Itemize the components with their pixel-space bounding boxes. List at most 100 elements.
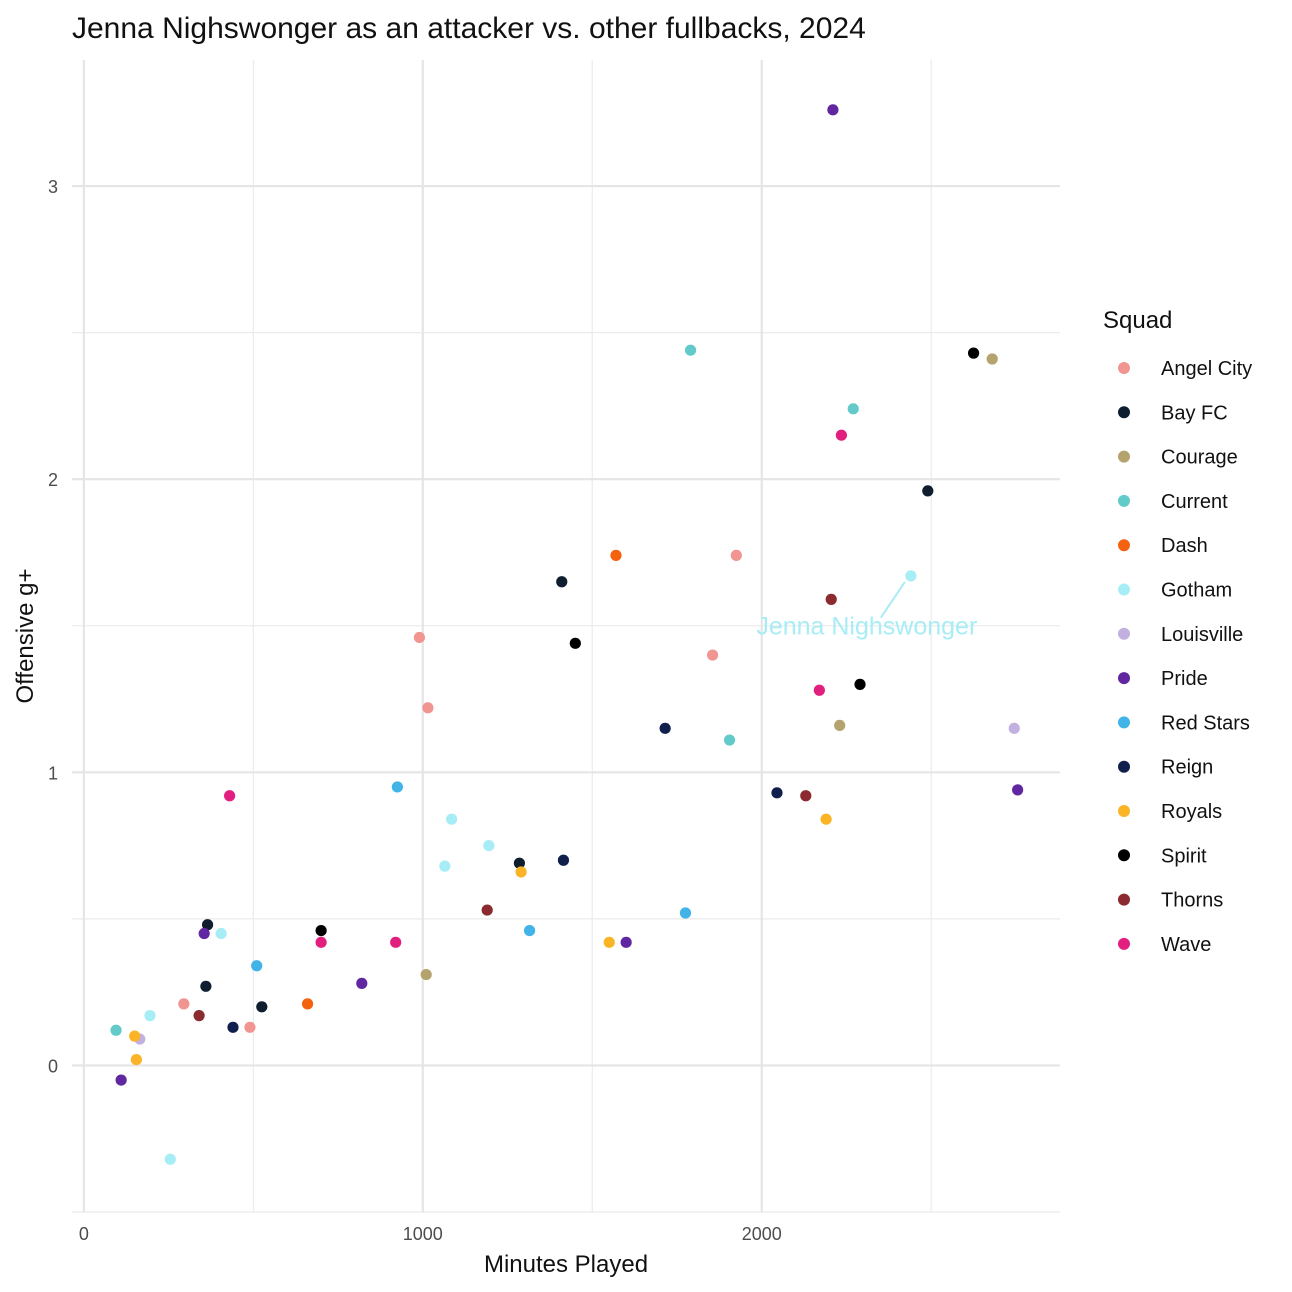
- data-point: [413, 631, 426, 644]
- data-point: [723, 734, 736, 746]
- legend-label: Wave: [1161, 934, 1211, 956]
- data-point: [834, 719, 846, 732]
- data-point: [446, 813, 458, 825]
- legend-key: [1118, 760, 1130, 773]
- legend-key: [1118, 627, 1130, 640]
- legend-label: Pride: [1161, 668, 1208, 690]
- x-axis-ticks: 0 1000 2000: [79, 1224, 782, 1244]
- data-point: [256, 1001, 268, 1013]
- data-point: [684, 344, 697, 356]
- data-point: [556, 576, 568, 588]
- y-tick-label: 1: [48, 763, 58, 783]
- legend-label: Royals: [1161, 801, 1222, 823]
- annotations: Jenna Nighswonger: [756, 581, 977, 641]
- data-point: [164, 1153, 176, 1165]
- legend-label: Spirit: [1161, 845, 1207, 867]
- legend: Squad Angel City Bay FC Courage Current Dash…: [1103, 307, 1252, 956]
- data-point: [813, 684, 825, 696]
- data-point: [569, 637, 581, 649]
- data-point: [659, 722, 671, 734]
- data-point: [967, 347, 980, 359]
- data-point: [706, 649, 719, 661]
- data-point: [730, 549, 742, 561]
- legend-label: Red Stars: [1161, 712, 1250, 734]
- data-point: [515, 866, 527, 878]
- data-point: [115, 1074, 127, 1086]
- y-axis-ticks: 0 1 2 3: [48, 177, 58, 1076]
- data-point: [827, 104, 839, 116]
- legend-key: [1118, 672, 1130, 685]
- data-point: [200, 980, 212, 992]
- data-point: [825, 593, 837, 605]
- data-point: [1008, 722, 1020, 734]
- data-point: [854, 678, 866, 690]
- data-point: [315, 924, 327, 937]
- y-axis-title: Offensive g+: [12, 569, 39, 704]
- data-point: [620, 936, 632, 948]
- legend-title: Squad: [1103, 307, 1172, 334]
- grid-minor: [72, 60, 1060, 1213]
- data-point: [800, 790, 812, 802]
- data-point: [422, 702, 434, 714]
- legend-key: [1118, 450, 1130, 463]
- data-point: [215, 927, 227, 940]
- legend-items: Angel City Bay FC Courage Current Dash Gotham…: [1118, 358, 1252, 956]
- data-point: [523, 924, 536, 937]
- data-point: [557, 854, 570, 866]
- legend-label: Courage: [1161, 447, 1238, 469]
- legend-key: [1118, 893, 1130, 906]
- y-tick-label: 0: [48, 1056, 58, 1076]
- legend-label: Louisville: [1161, 624, 1243, 646]
- y-tick-label: 2: [48, 470, 58, 490]
- legend-key: [1118, 937, 1130, 950]
- legend-key: [1118, 583, 1130, 596]
- data-point: [227, 1021, 239, 1033]
- data-point: [130, 1053, 142, 1066]
- data-point: [986, 353, 998, 365]
- data-point: [483, 839, 495, 852]
- data-point: [439, 860, 451, 872]
- legend-label: Dash: [1161, 535, 1208, 557]
- legend-label: Bay FC: [1161, 402, 1228, 424]
- annotation-label: Jenna Nighswonger: [756, 613, 977, 641]
- y-tick-label: 3: [48, 177, 58, 197]
- legend-key: [1118, 849, 1130, 862]
- data-point: [110, 1024, 122, 1036]
- data-point: [905, 570, 917, 582]
- annotation-leader-line: [879, 581, 906, 619]
- data-point: [301, 998, 314, 1010]
- data-point: [391, 781, 403, 793]
- legend-key: [1118, 539, 1130, 552]
- data-point: [201, 919, 214, 931]
- data-point: [390, 936, 402, 948]
- data-point: [835, 429, 847, 441]
- data-point: [820, 813, 832, 825]
- chart-title: Jenna Nighswonger as an attacker vs. oth…: [72, 12, 866, 45]
- x-tick-label: 2000: [742, 1224, 782, 1244]
- data-point: [224, 790, 236, 802]
- x-tick-label: 0: [79, 1224, 89, 1244]
- data-point: [129, 1030, 141, 1042]
- data-point: [481, 904, 493, 916]
- data-point: [356, 977, 368, 989]
- data-point: [922, 485, 934, 497]
- legend-label: Thorns: [1161, 890, 1223, 912]
- data-point: [251, 960, 263, 972]
- data-point: [610, 549, 622, 561]
- legend-key: [1118, 406, 1130, 419]
- data-point: [513, 857, 525, 869]
- data-point: [1012, 784, 1024, 796]
- legend-key: [1118, 362, 1130, 374]
- legend-key: [1118, 716, 1130, 729]
- legend-key: [1118, 494, 1130, 507]
- data-point: [679, 907, 692, 919]
- data-point: [244, 1021, 256, 1033]
- legend-label: Gotham: [1161, 580, 1232, 602]
- data-point: [420, 968, 432, 981]
- data-point: [198, 927, 210, 940]
- legend-key: [1118, 805, 1130, 817]
- x-tick-label: 1000: [403, 1224, 443, 1244]
- data-point: [144, 1010, 156, 1022]
- legend-label: Reign: [1161, 757, 1213, 779]
